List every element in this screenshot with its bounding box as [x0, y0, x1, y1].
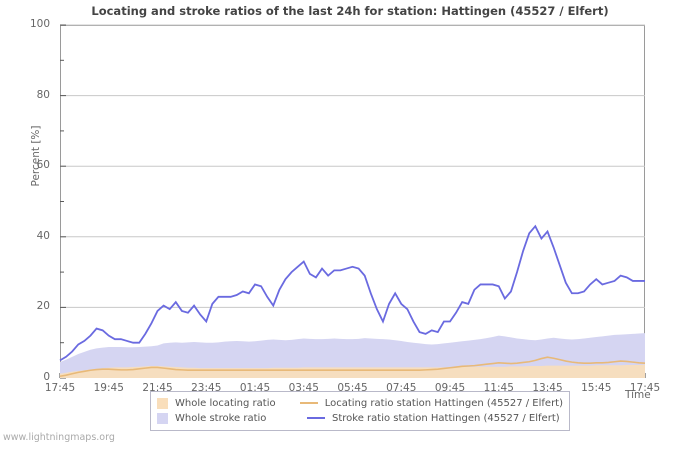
- x-tick-label: 17:45: [44, 382, 76, 394]
- legend-swatch-line: [307, 417, 325, 419]
- legend-label: Locating ratio station Hattingen (45527 …: [324, 397, 563, 409]
- y-tick-label: 60: [36, 159, 50, 172]
- legend-label: Stroke ratio station Hattingen (45527 / …: [332, 412, 560, 424]
- chart-legend: Whole locating ratio Locating ratio stat…: [150, 391, 570, 431]
- legend-label: Whole stroke ratio: [175, 412, 267, 424]
- legend-item-whole-stroke-ratio: Whole stroke ratio: [157, 412, 307, 424]
- legend-item-whole-locating-ratio: Whole locating ratio: [157, 397, 300, 409]
- x-tick-label: 17:45: [629, 382, 661, 394]
- legend-swatch-line: [299, 402, 318, 404]
- x-axis-label: Time: [625, 389, 651, 401]
- line-stroke-ratio-station: [59, 224, 645, 362]
- x-tick-label: 19:45: [93, 382, 124, 394]
- legend-swatch-area: [157, 397, 168, 409]
- plot-area: [60, 25, 645, 378]
- y-tick-label: 80: [36, 88, 50, 101]
- legend-swatch-area: [157, 412, 168, 424]
- y-tick-label: 100: [29, 18, 50, 30]
- chart-title: Locating and stroke ratios of the last 2…: [91, 4, 609, 18]
- y-tick-label: 40: [36, 229, 50, 242]
- watermark: www.lightningmaps.org: [3, 432, 115, 443]
- line-locating-ratio-station: [59, 356, 646, 378]
- y-tick-label: 20: [36, 300, 50, 313]
- legend-row: Whole stroke ratio Stroke ratio station …: [157, 411, 563, 425]
- legend-row: Whole locating ratio Locating ratio stat…: [157, 396, 563, 410]
- legend-item-stroke-ratio-station: Stroke ratio station Hattingen (45527 / …: [307, 413, 560, 424]
- y-tick-label: 0: [43, 371, 50, 383]
- area-whole-locating-ratio: [60, 364, 645, 378]
- x-tick-label: 15:45: [581, 382, 612, 394]
- legend-item-locating-ratio-station: Locating ratio station Hattingen (45527 …: [299, 397, 563, 409]
- legend-label: Whole locating ratio: [175, 397, 276, 409]
